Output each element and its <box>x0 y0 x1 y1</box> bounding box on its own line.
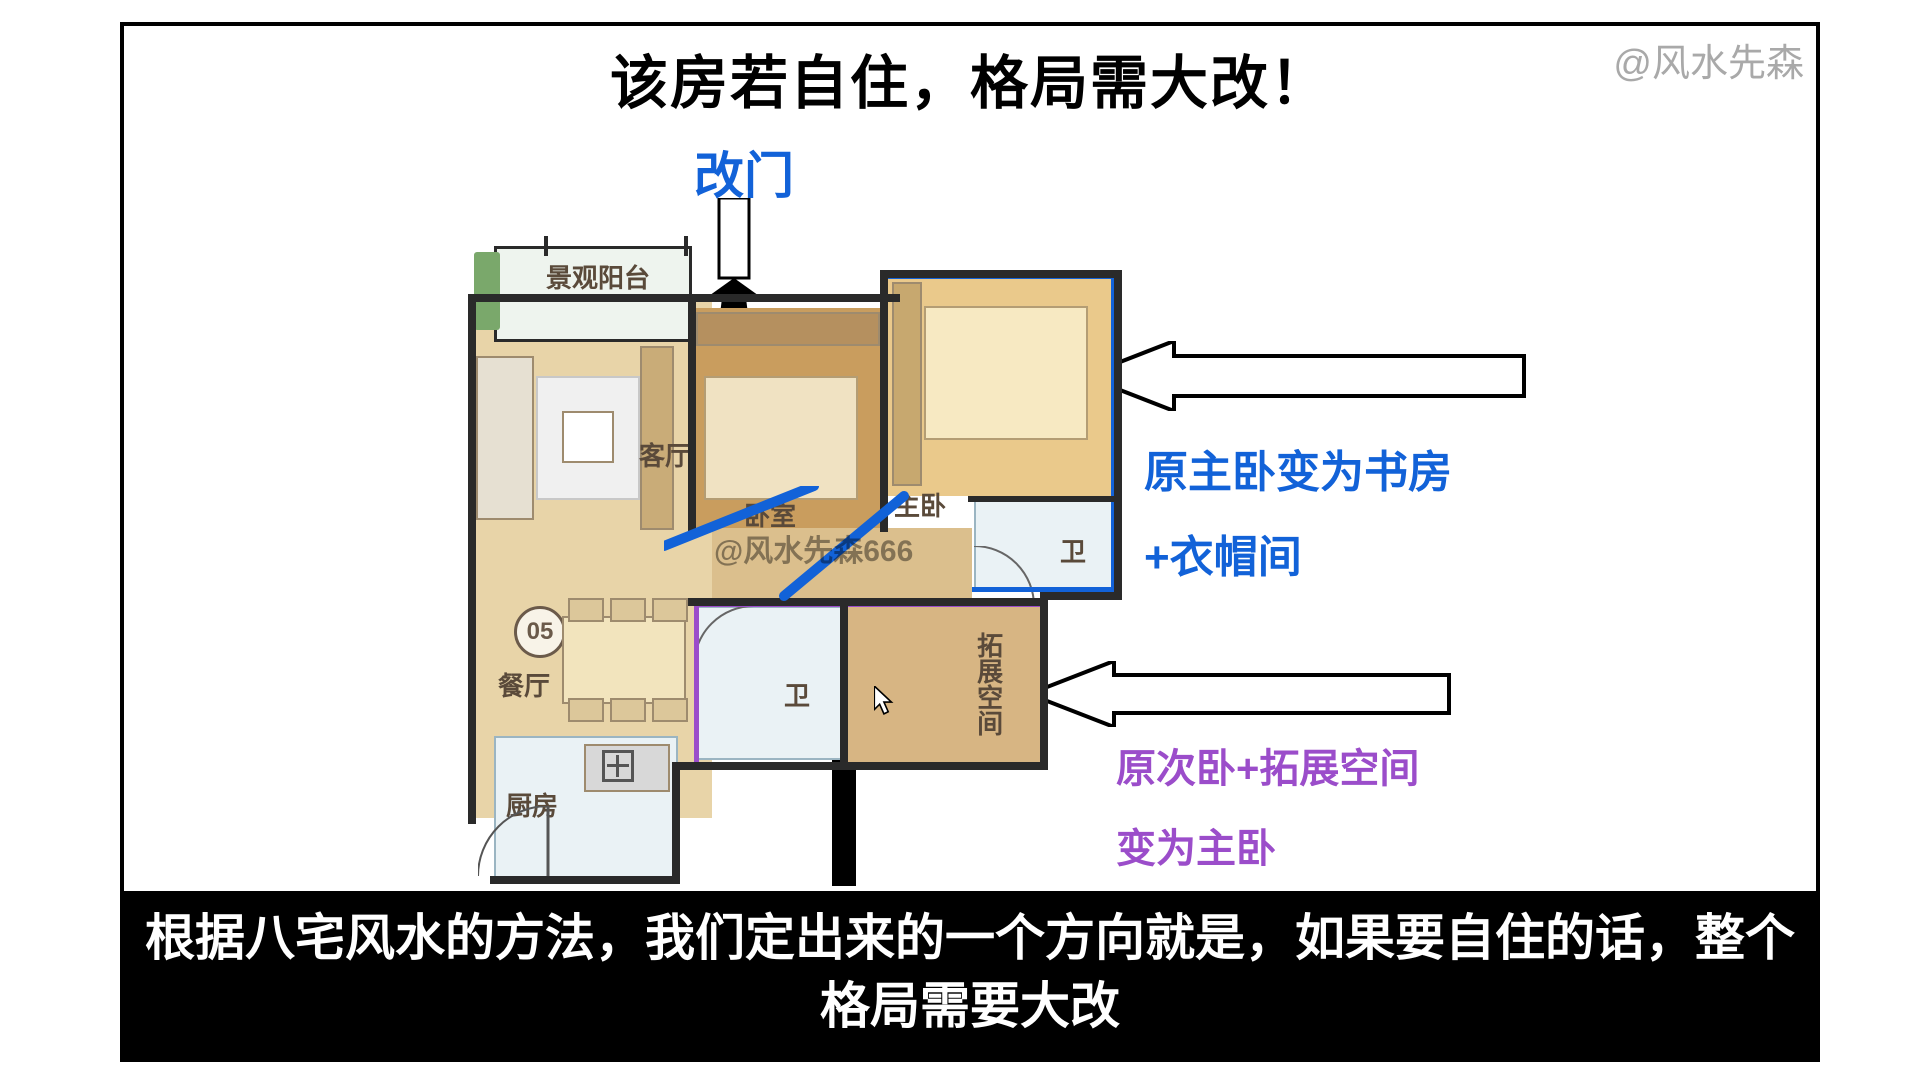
wall-right-upper <box>1114 270 1122 596</box>
wardrobe-secondary <box>696 312 880 346</box>
wall-bottom-mid <box>674 762 1048 770</box>
wall-master-ensuite <box>968 496 1116 502</box>
tick-1 <box>544 236 548 256</box>
annotation-right-top-1: 原主卧变为书房 <box>1144 436 1452 500</box>
wall-bath-expand <box>840 602 848 766</box>
wall-top-right <box>880 270 1122 278</box>
wall-bottom-kitchen <box>490 876 680 884</box>
caption-subtitle: 根据八宅风水的方法，我们定出来的一个方向就是，如果要自住的话，整个格局需要大改 <box>124 891 1816 1058</box>
plant-left <box>474 252 500 330</box>
chair-5 <box>610 698 646 722</box>
chair-1 <box>568 598 604 622</box>
chair-6 <box>652 698 688 722</box>
page-title: 该房若自住，格局需大改！ <box>124 36 1816 120</box>
chair-2 <box>610 598 646 622</box>
cursor-icon <box>874 686 896 716</box>
unit-number-text: 05 <box>527 618 554 646</box>
wall-top-left <box>468 294 900 302</box>
wall-right-lower <box>1040 592 1048 770</box>
bed-secondary <box>704 376 858 500</box>
highlight-purple <box>694 602 1048 770</box>
watermark-center: @风水先森666 <box>714 526 913 570</box>
coffee-table <box>562 411 614 463</box>
chair-4 <box>568 698 604 722</box>
watermark-top-right: @风水先森 <box>1613 32 1804 87</box>
label-balcony: 景观阳台 <box>546 264 650 293</box>
unit-number-badge: 05 <box>514 606 566 658</box>
wall-kitchen-right <box>672 762 680 882</box>
wall-step-1 <box>1040 592 1122 600</box>
dining-table <box>562 616 686 704</box>
label-dining: 餐厅 <box>498 666 550 703</box>
slide-frame: 该房若自住，格局需大改！ @风水先森 改门 原主卧变为书房 +衣帽间 原次卧+拓… <box>120 22 1820 1062</box>
sofa <box>476 356 534 520</box>
wall-left <box>468 294 476 824</box>
floor-plan: 景观阳台 客厅 05 餐厅 厨房 卧室 <box>444 246 1184 906</box>
tick-2 <box>684 236 688 256</box>
label-living: 客厅 <box>639 436 691 473</box>
burner-icon <box>602 750 634 782</box>
label-living-text: 客厅 <box>639 441 691 471</box>
